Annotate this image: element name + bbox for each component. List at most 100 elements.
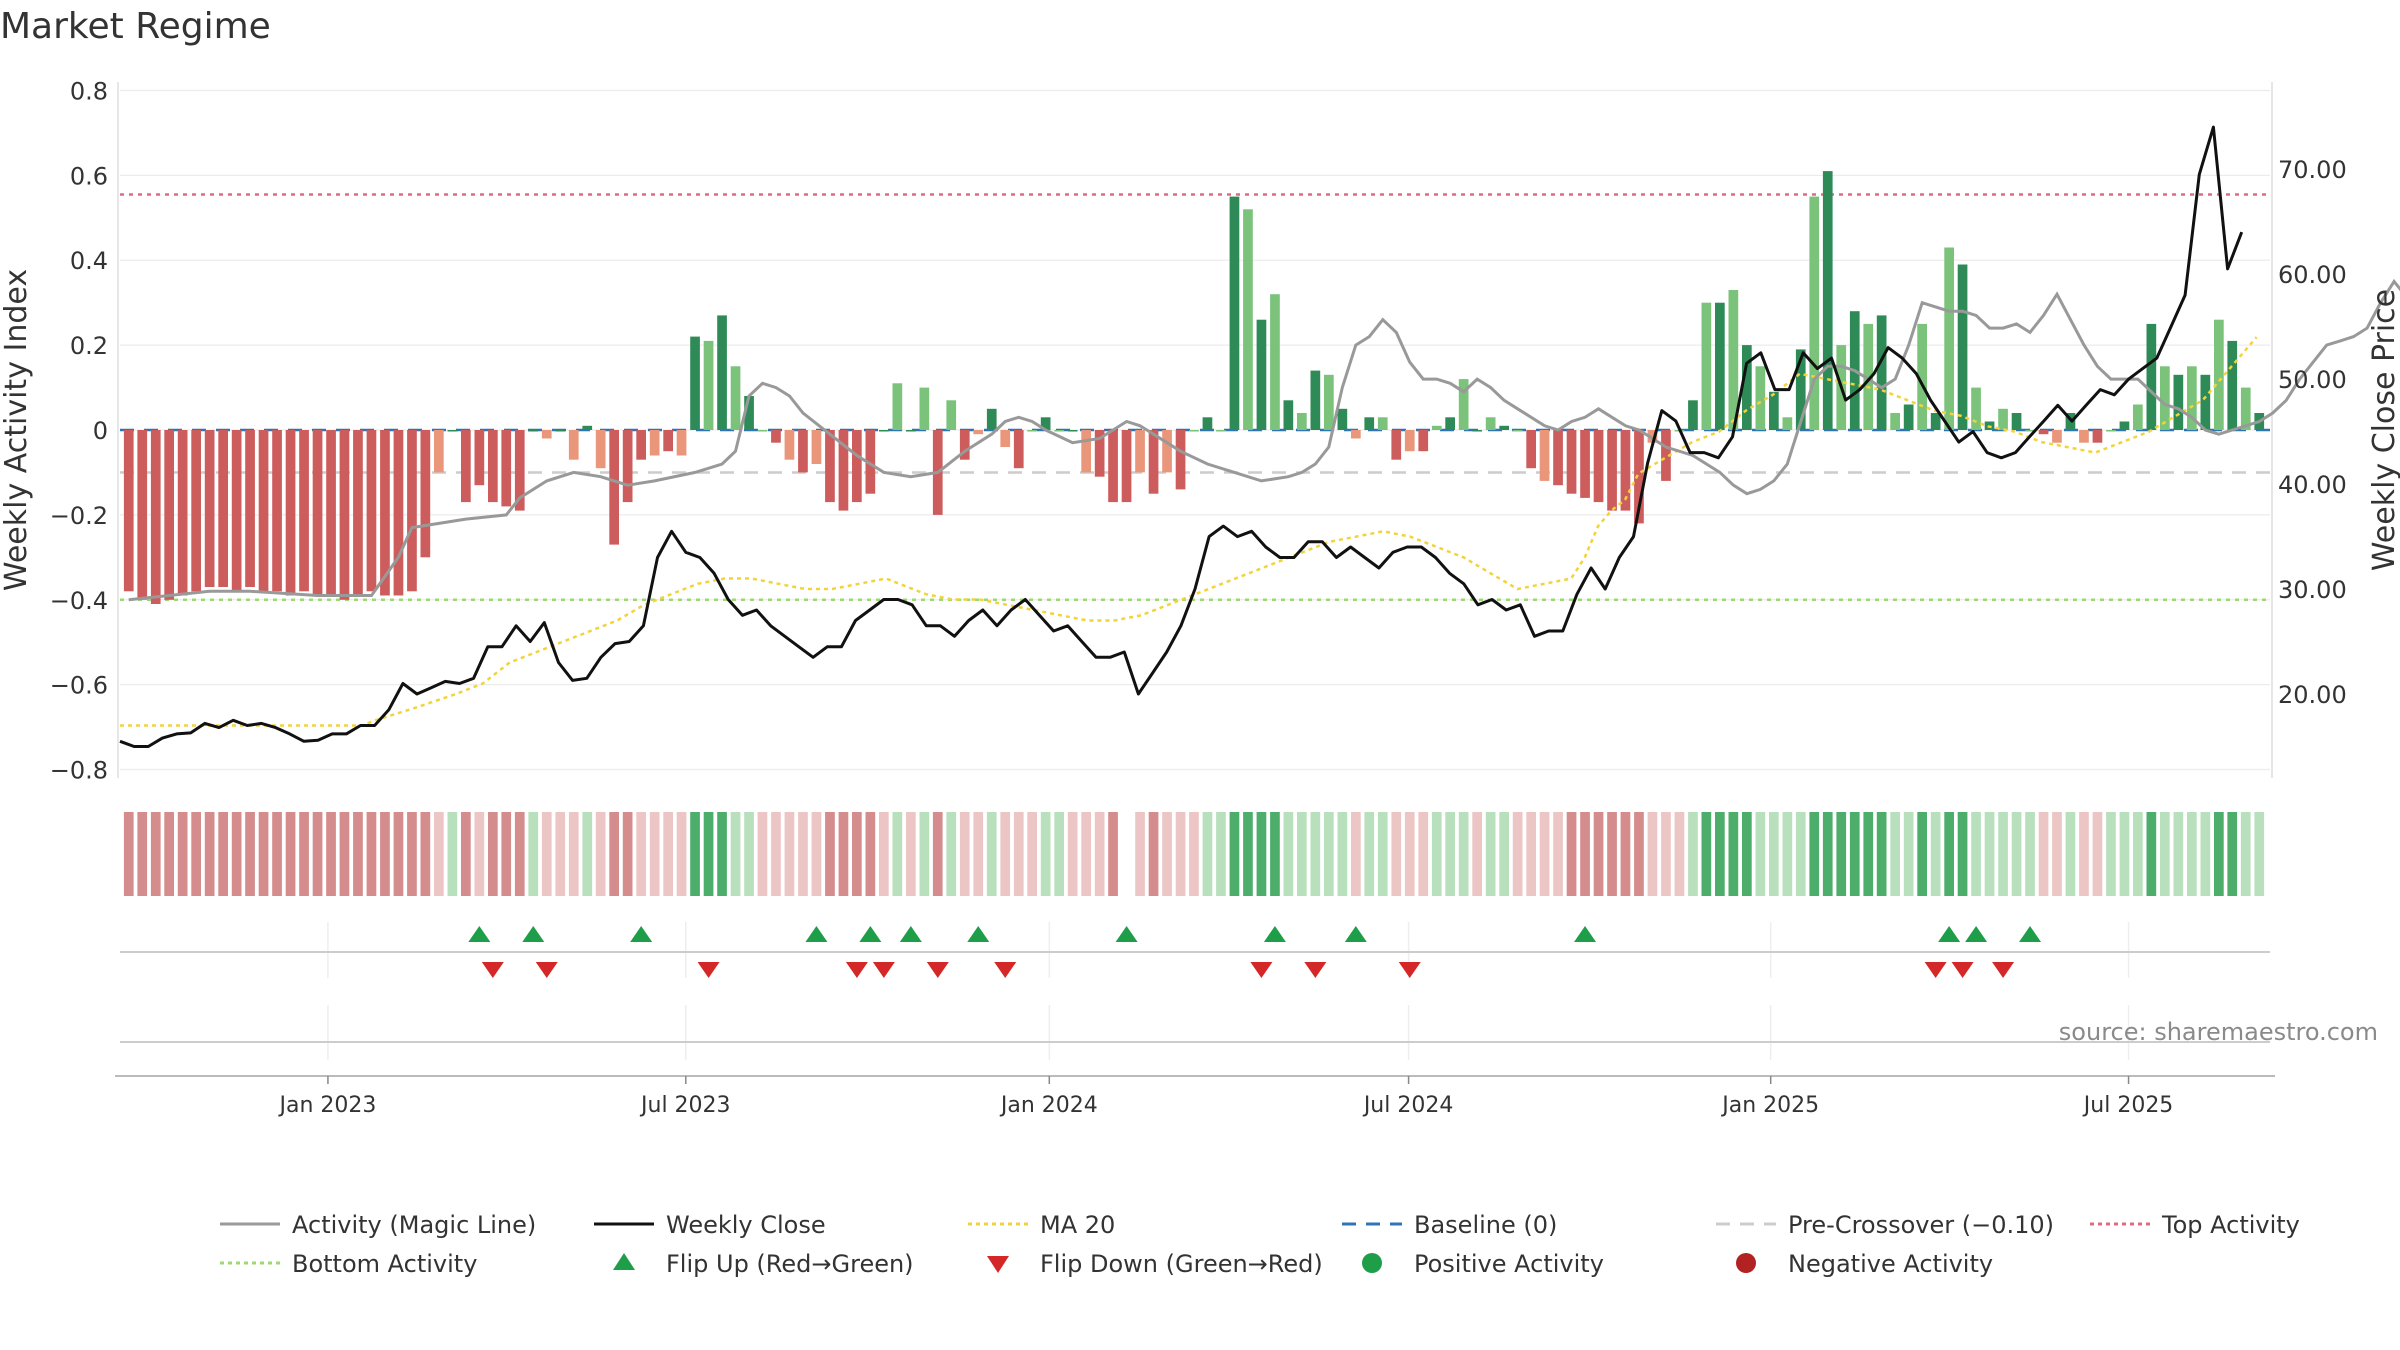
regime-cell [703,812,714,896]
regime-cell [973,812,984,896]
regime-cell [434,812,444,896]
regime-cell [1189,812,1199,896]
activity-bar [1876,315,1887,430]
regime-cell [1903,812,1914,896]
regime-cell [2214,812,2224,896]
activity-bar [1418,430,1429,452]
reference-lines [120,193,2270,602]
activity-bar [2011,413,2022,430]
activity-bar [541,430,552,439]
regime-cell [1782,812,1793,896]
regime-cell [339,812,350,896]
activity-bar [568,430,579,460]
regime-cell [1809,812,1820,896]
regime-cell [919,812,930,896]
flip-up-marker [1115,926,1138,942]
regime-cell [1175,812,1186,896]
activity-bar [1351,430,1361,439]
activity-bar [609,430,619,545]
regime-cell [1364,812,1375,896]
activity-bar [353,430,363,596]
activity-bar [2079,430,2089,443]
activity-bar [1310,370,1321,430]
activity-bar [1067,430,1078,432]
activity-bar [2092,430,2103,443]
activity-bar [784,430,795,460]
regime-cell [1404,812,1415,896]
activity-bar [1162,430,1172,473]
regime-cell [1971,812,1981,896]
activity-bar [1769,391,1779,430]
regime-cell [1499,812,1509,896]
regime-cell [1000,812,1011,896]
regime-cell [1620,812,1631,896]
regime-cell [326,812,336,896]
activity-bar [582,425,593,430]
right-tick-label: 70.00 [2278,156,2347,184]
regime-cell [2011,812,2022,896]
activity-bar [1189,430,1199,432]
regime-cell [1944,812,1954,896]
activity-bar [2119,421,2130,430]
legend-item: Activity (Magic Line) [220,1211,536,1239]
legend-item: Pre-Crossover (−0.10) [1716,1211,2054,1239]
regime-cell [1148,812,1159,896]
chart-title: Market Regime [0,6,271,47]
activity-bar [2173,374,2184,430]
activity-bar [2146,323,2157,430]
regime-cell [2079,812,2089,896]
activity-bar [1243,209,1253,430]
activity-bar [1755,366,1766,430]
regime-cell [2240,812,2251,896]
regime-cell [299,812,309,896]
activity-bar [1593,430,1604,503]
activity-bar [1108,430,1118,503]
activity-bar [326,430,336,596]
activity-bar [622,430,633,503]
activity-bar [1297,413,1307,430]
regime-cell [177,812,188,896]
activity-bar [676,430,687,456]
activity-bar [1661,430,1671,481]
activity-bar [1202,417,1213,430]
right-tick-label: 50.00 [2278,366,2347,394]
activity-bar [1013,430,1024,469]
activity-bar [1917,323,1927,430]
flip-up-marker [1574,926,1597,942]
regime-cell [1067,812,1078,896]
regime-cell [1081,812,1091,896]
activity-bar [798,430,808,473]
activity-bar [811,430,822,464]
flip-down-marker [994,962,1017,978]
activity-bar [137,430,148,600]
regime-cell [2133,812,2143,896]
activity-bar [1324,374,1334,430]
regime-cell [622,812,633,896]
activity-bar [1148,430,1159,494]
activity-bar [1957,264,1968,430]
activity-bar [1930,413,1941,430]
activity-bar [339,430,350,600]
activity-bar [959,430,970,460]
regime-cell [1216,812,1226,896]
legend-item: Bottom Activity [220,1250,477,1278]
regime-cell [407,812,417,896]
activity-bar [1822,171,1833,430]
legend-label: Flip Up (Red→Green) [666,1250,914,1278]
activity-bar [1337,408,1348,430]
legend-label: Bottom Activity [292,1250,477,1278]
regime-cell [1634,812,1644,896]
regime-cell [879,812,889,896]
weekly-close-line [119,125,2244,748]
regime-cell [1822,812,1833,896]
flip-down-marker [697,962,720,978]
regime-cell [1998,812,2008,896]
x-tick-label: Jan 2025 [1720,1093,1819,1118]
activity-bar [1647,430,1658,443]
activity-bar [1000,430,1011,447]
flip-down-marker [481,962,504,978]
activity-bar [717,315,727,430]
activity-bar [2214,319,2224,430]
regime-cell [420,812,431,896]
